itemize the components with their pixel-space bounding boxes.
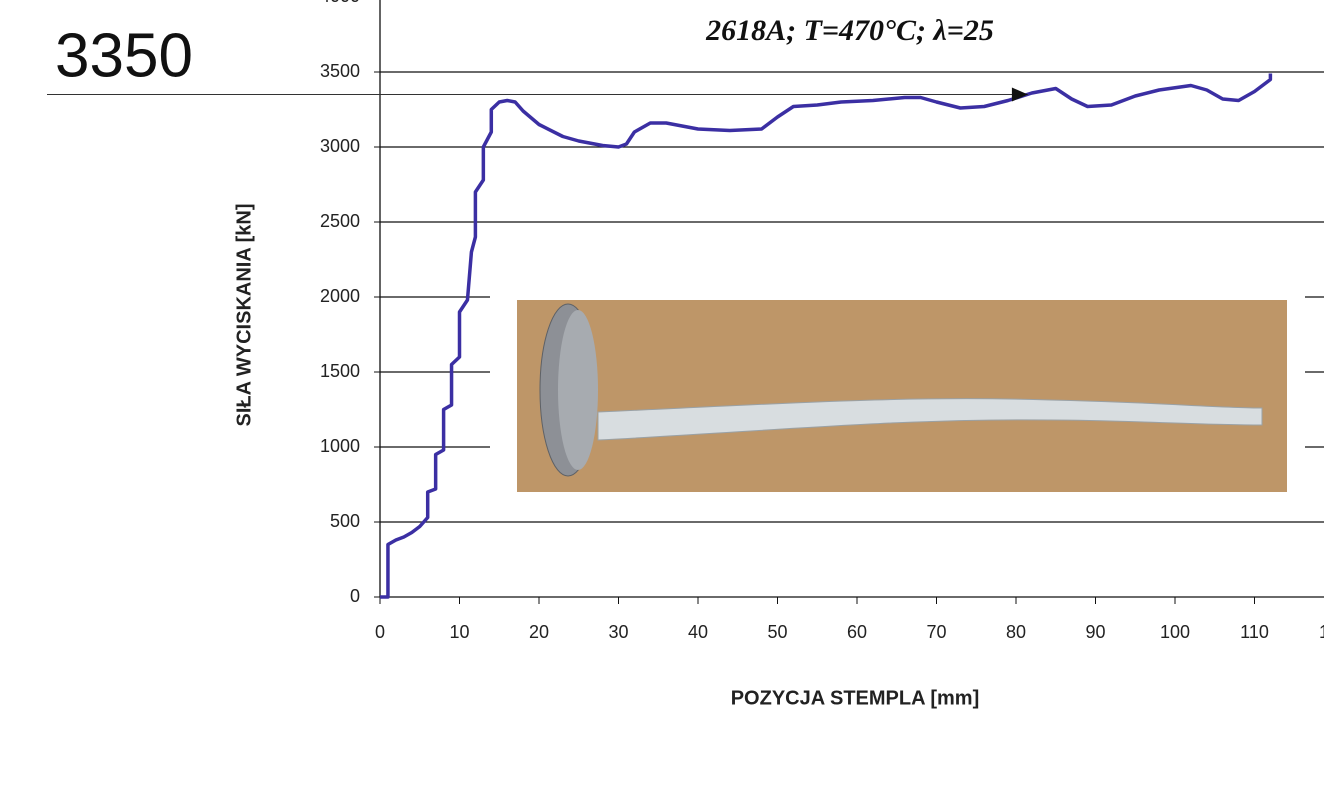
x-tick-label: 40 <box>688 622 708 642</box>
y-axis-title: SIŁA WYCISKANIA [kN] <box>233 204 255 427</box>
x-tick-label: 70 <box>926 622 946 642</box>
x-tick-label: 100 <box>1160 622 1190 642</box>
y-tick-label: 500 <box>330 511 360 531</box>
data-line <box>380 73 1273 599</box>
annotation-label: 3350 <box>55 21 193 90</box>
x-tick-label: 30 <box>608 622 628 642</box>
chart-title: 2618A; T=470°C; λ=25 <box>705 14 994 47</box>
rod <box>597 398 1263 441</box>
x-tick-label: 10 <box>449 622 469 642</box>
y-tick-label: 2000 <box>320 286 360 306</box>
x-tick-label: 20 <box>529 622 549 642</box>
photo <box>517 300 1287 492</box>
x-tick-label: 0 <box>375 622 385 642</box>
disk-face <box>558 310 598 470</box>
y-tick-label: 1500 <box>320 361 360 381</box>
x-tick-label: 50 <box>767 622 787 642</box>
x-tick-label: 120 <box>1319 622 1324 642</box>
x-tick-label: 80 <box>1006 622 1026 642</box>
annotation-arrow <box>1011 87 1028 102</box>
y-tick-label: 2500 <box>320 211 360 231</box>
y-tick-label: 3500 <box>320 61 360 81</box>
x-tick-label: 60 <box>847 622 867 642</box>
y-tick-label: 4000 <box>320 0 360 6</box>
y-tick-label: 3000 <box>320 136 360 156</box>
photo-inset <box>490 287 1305 505</box>
photo-shade <box>517 300 1287 492</box>
y-tick-label: 1000 <box>320 436 360 456</box>
x-tick-label: 90 <box>1085 622 1105 642</box>
x-tick-label: 110 <box>1240 622 1269 642</box>
y-tick-label: 0 <box>350 586 360 606</box>
x-axis-title: POZYCJA STEMPLA [mm] <box>731 687 980 709</box>
